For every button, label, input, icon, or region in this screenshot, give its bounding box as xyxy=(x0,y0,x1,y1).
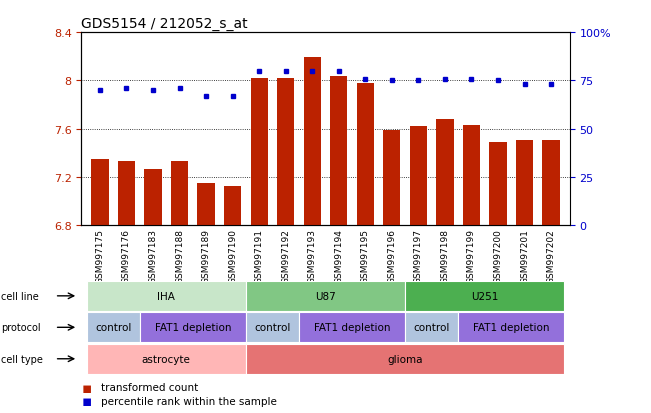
Bar xyxy=(490,143,506,226)
Text: FAT1 depletion: FAT1 depletion xyxy=(314,323,391,332)
Text: ▪: ▪ xyxy=(81,380,92,395)
Text: IHA: IHA xyxy=(158,291,175,301)
Bar xyxy=(91,159,109,226)
Bar xyxy=(246,281,405,311)
Bar xyxy=(87,313,140,342)
Text: GSM997202: GSM997202 xyxy=(547,229,555,283)
Text: GSM997201: GSM997201 xyxy=(520,229,529,283)
Text: GSM997191: GSM997191 xyxy=(255,229,264,283)
Text: control: control xyxy=(413,323,450,332)
Text: U87: U87 xyxy=(315,291,336,301)
Bar xyxy=(357,84,374,226)
Bar xyxy=(516,140,533,226)
Bar xyxy=(303,58,321,226)
Text: cell type: cell type xyxy=(1,354,42,364)
Text: cell line: cell line xyxy=(1,291,38,301)
Bar xyxy=(246,313,299,342)
Bar xyxy=(140,313,246,342)
Text: GSM997190: GSM997190 xyxy=(228,229,237,283)
Bar xyxy=(542,140,560,226)
Bar xyxy=(299,313,405,342)
Text: GSM997176: GSM997176 xyxy=(122,229,131,283)
Text: GSM997198: GSM997198 xyxy=(441,229,449,283)
Text: protocol: protocol xyxy=(1,323,40,332)
Bar xyxy=(246,344,564,374)
Bar xyxy=(145,169,161,226)
Text: GSM997200: GSM997200 xyxy=(493,229,503,283)
Text: transformed count: transformed count xyxy=(101,382,198,392)
Bar xyxy=(405,313,458,342)
Text: GSM997192: GSM997192 xyxy=(281,229,290,283)
Text: glioma: glioma xyxy=(387,354,423,364)
Bar xyxy=(118,162,135,226)
Bar xyxy=(330,76,348,226)
Bar xyxy=(171,162,188,226)
Text: FAT1 depletion: FAT1 depletion xyxy=(154,323,231,332)
Bar xyxy=(87,344,246,374)
Bar xyxy=(436,120,454,226)
Text: FAT1 depletion: FAT1 depletion xyxy=(473,323,549,332)
Text: GSM997196: GSM997196 xyxy=(387,229,396,283)
Text: GDS5154 / 212052_s_at: GDS5154 / 212052_s_at xyxy=(81,17,248,31)
Bar xyxy=(197,184,215,226)
Text: GSM997183: GSM997183 xyxy=(148,229,158,283)
Text: GSM997188: GSM997188 xyxy=(175,229,184,283)
Text: GSM997193: GSM997193 xyxy=(308,229,317,283)
Bar xyxy=(251,79,268,226)
Bar xyxy=(405,281,564,311)
Bar xyxy=(383,131,400,226)
Bar xyxy=(409,127,427,226)
Text: ▪: ▪ xyxy=(81,393,92,408)
Bar xyxy=(224,186,242,226)
Text: GSM997189: GSM997189 xyxy=(202,229,210,283)
Text: percentile rank within the sample: percentile rank within the sample xyxy=(101,396,277,406)
Text: GSM997199: GSM997199 xyxy=(467,229,476,283)
Text: GSM997175: GSM997175 xyxy=(96,229,104,283)
Text: GSM997194: GSM997194 xyxy=(334,229,343,283)
Text: GSM997195: GSM997195 xyxy=(361,229,370,283)
Text: GSM997197: GSM997197 xyxy=(414,229,423,283)
Bar xyxy=(463,126,480,226)
Text: U251: U251 xyxy=(471,291,499,301)
Bar xyxy=(458,313,564,342)
Text: control: control xyxy=(255,323,290,332)
Text: astrocyte: astrocyte xyxy=(142,354,191,364)
Bar xyxy=(277,79,294,226)
Bar xyxy=(87,281,246,311)
Text: control: control xyxy=(95,323,132,332)
